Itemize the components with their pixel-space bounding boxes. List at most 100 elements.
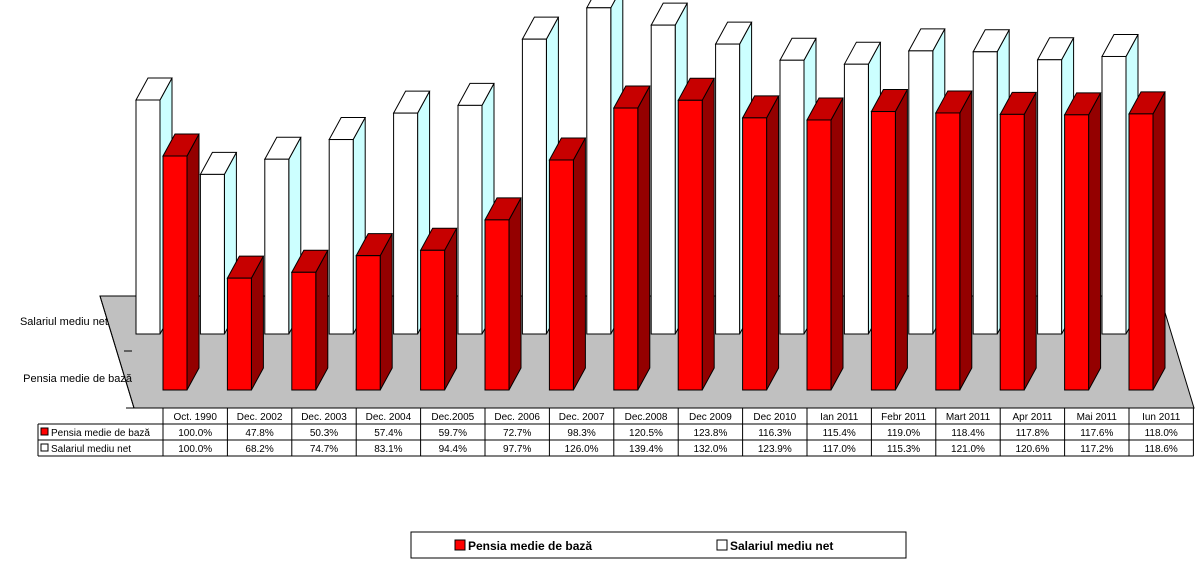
bar-front bbox=[843, 63, 869, 335]
table-row-name: Pensia medie de bază bbox=[51, 428, 150, 439]
category-label: Dec. 2004 bbox=[366, 412, 412, 423]
bar-front bbox=[264, 158, 290, 335]
bar-front bbox=[613, 107, 639, 391]
bar-side bbox=[959, 90, 973, 391]
depth-axis-label-pensia: Pensia medie de bază bbox=[23, 373, 133, 385]
category-label: Dec 2010 bbox=[753, 412, 796, 423]
table-cell: 94.4% bbox=[439, 444, 467, 455]
table-cell: 72.7% bbox=[503, 428, 531, 439]
legend-swatch-salariul bbox=[716, 539, 728, 551]
bar-side bbox=[250, 255, 264, 391]
table-cell: 47.8% bbox=[245, 428, 273, 439]
bar-side bbox=[1023, 92, 1037, 391]
bar-pensia bbox=[1063, 92, 1102, 391]
table-cell: 118.0% bbox=[1145, 428, 1178, 439]
legend-box bbox=[410, 531, 907, 559]
bar-pensia bbox=[290, 249, 329, 391]
table-cell: 120.6% bbox=[1015, 444, 1049, 455]
bar-front bbox=[715, 43, 741, 335]
bar-front bbox=[935, 112, 961, 391]
bar-side bbox=[766, 95, 780, 391]
bar-side bbox=[572, 137, 586, 391]
series-pensia-bars bbox=[162, 77, 1166, 391]
bar-pensia bbox=[226, 255, 265, 391]
category-label: Ian 2011 bbox=[820, 412, 859, 423]
bar-front bbox=[1064, 114, 1090, 391]
category-label: Iun 2011 bbox=[1142, 412, 1181, 423]
bar-front bbox=[779, 59, 805, 335]
table-cell: 100.0% bbox=[178, 444, 212, 455]
depth-axis bbox=[99, 295, 135, 409]
table-cell: 126.0% bbox=[565, 444, 599, 455]
bar-pensia bbox=[419, 227, 458, 391]
bar-pensia bbox=[677, 77, 716, 391]
table-cell: 117.0% bbox=[823, 444, 856, 455]
table-cell: 98.3% bbox=[567, 428, 595, 439]
bar-front bbox=[355, 255, 381, 391]
bar-side bbox=[508, 197, 522, 391]
category-label: Febr 2011 bbox=[881, 412, 926, 423]
bar-front bbox=[999, 113, 1025, 391]
bar-front bbox=[742, 117, 768, 391]
bar-side bbox=[379, 233, 393, 391]
table-cell: 74.7% bbox=[310, 444, 338, 455]
table-cell: 132.0% bbox=[693, 444, 727, 455]
bar-pensia bbox=[162, 133, 200, 391]
bar-front bbox=[328, 139, 354, 335]
category-label: Dec. 2002 bbox=[237, 412, 283, 423]
bar-side bbox=[701, 78, 715, 391]
bar-side bbox=[186, 133, 200, 391]
table-cell: 115.4% bbox=[823, 428, 856, 439]
bar-front bbox=[870, 111, 896, 391]
bar-side bbox=[894, 89, 908, 391]
bar-front bbox=[806, 119, 832, 391]
table-cell: 59.7% bbox=[439, 428, 467, 439]
category-label: Oct. 1990 bbox=[174, 412, 218, 423]
bar-front bbox=[650, 24, 676, 335]
bar-side bbox=[1152, 91, 1166, 391]
bar-pensia bbox=[484, 197, 522, 391]
legend-swatch-pensia bbox=[454, 539, 466, 551]
table-cell: 83.1% bbox=[374, 444, 402, 455]
bar-front bbox=[548, 159, 574, 391]
bar-front bbox=[586, 7, 612, 335]
table-cell: 139.4% bbox=[629, 444, 663, 455]
table-cell: 123.8% bbox=[693, 428, 727, 439]
legend-label-pensia: Pensia medie de bază bbox=[468, 539, 592, 553]
bar-front bbox=[677, 99, 703, 391]
bar-front bbox=[1128, 113, 1154, 391]
table-cell: 120.5% bbox=[629, 428, 663, 439]
bar-front bbox=[420, 249, 446, 391]
table-legend-key bbox=[40, 443, 49, 452]
bar-pensia bbox=[548, 137, 587, 391]
bar-side bbox=[1088, 92, 1102, 391]
depth-axis-label-salariul: Salariul mediu net bbox=[20, 316, 108, 328]
bar-front bbox=[1101, 55, 1127, 335]
category-label: Dec.2005 bbox=[431, 412, 474, 423]
bar-pensia bbox=[934, 90, 973, 391]
table-row-name: Salariul mediu net bbox=[51, 444, 131, 455]
bar-pensia bbox=[612, 85, 651, 391]
table-cell: 117.6% bbox=[1080, 428, 1113, 439]
bar-pensia bbox=[1128, 91, 1166, 391]
bar-side bbox=[315, 250, 329, 391]
category-label: Dec.2008 bbox=[625, 412, 668, 423]
category-label: Dec. 2003 bbox=[301, 412, 347, 423]
table-cell: 97.7% bbox=[503, 444, 531, 455]
bar-front bbox=[521, 38, 547, 335]
bar-front bbox=[457, 104, 483, 335]
category-label: Mai 2011 bbox=[1077, 412, 1118, 423]
bar-pensia bbox=[999, 91, 1038, 391]
table-cell: 118.6% bbox=[1145, 444, 1178, 455]
table-cell: 123.9% bbox=[758, 444, 792, 455]
table-cell: 116.3% bbox=[758, 428, 791, 439]
table-cell: 117.8% bbox=[1016, 428, 1049, 439]
table-cell: 68.2% bbox=[245, 444, 273, 455]
bar-front bbox=[162, 155, 188, 391]
bar-front bbox=[393, 112, 419, 335]
table-cell: 118.4% bbox=[951, 428, 984, 439]
bar-front bbox=[291, 271, 317, 391]
bar-front bbox=[135, 99, 161, 335]
category-label: Dec. 2007 bbox=[559, 412, 605, 423]
bar-side bbox=[637, 85, 651, 391]
